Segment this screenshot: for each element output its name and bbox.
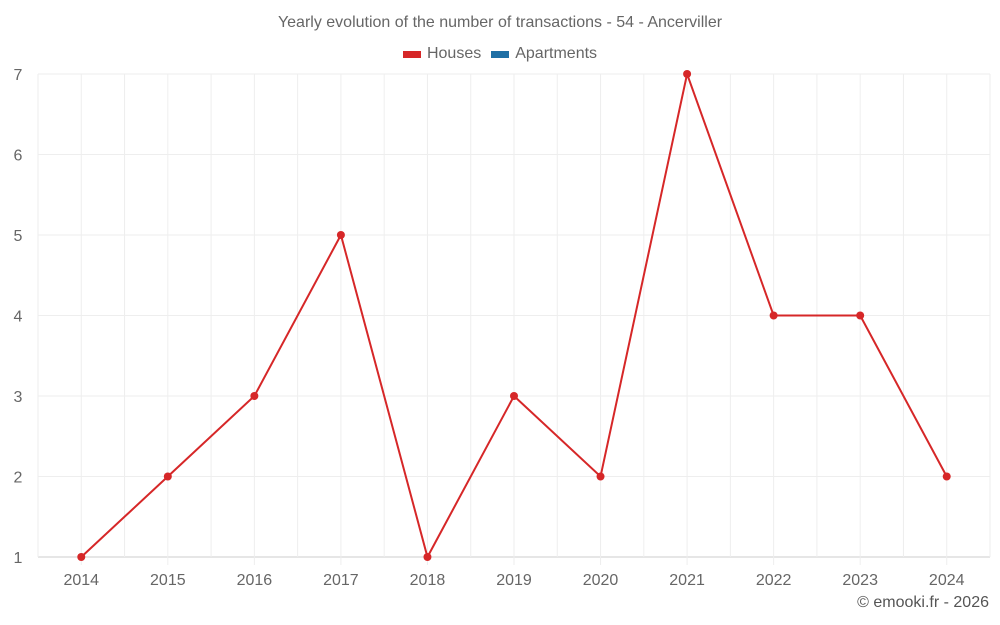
y-tick-label: 7 [14, 67, 23, 84]
x-tick-label: 2020 [583, 572, 619, 589]
x-tick-label: 2014 [63, 572, 99, 589]
y-tick-label: 3 [14, 389, 23, 406]
y-tick-label: 1 [14, 550, 23, 567]
data-point[interactable] [423, 553, 432, 561]
data-point[interactable] [77, 553, 86, 561]
x-tick-label: 2015 [150, 572, 186, 589]
data-point[interactable] [596, 472, 605, 481]
legend-item-apartments[interactable]: Apartments [491, 45, 597, 63]
y-tick-label: 5 [14, 228, 23, 245]
y-tick-label: 4 [14, 309, 23, 326]
data-point[interactable] [942, 472, 951, 481]
x-tick-label: 2019 [496, 572, 532, 589]
x-tick-label: 2022 [756, 572, 792, 589]
data-point[interactable] [769, 311, 778, 320]
houses-swatch-icon [402, 50, 421, 58]
data-point[interactable] [856, 311, 865, 320]
y-tick-label: 6 [14, 148, 23, 165]
chart-title: Yearly evolution of the number of transa… [277, 14, 723, 31]
legend-label-apartments: Apartments [515, 45, 598, 62]
data-point[interactable] [683, 70, 692, 78]
x-tick-label: 2017 [323, 572, 359, 589]
data-point[interactable] [510, 392, 518, 400]
data-point[interactable] [163, 472, 172, 481]
x-tick-label: 2021 [669, 572, 705, 589]
data-point[interactable] [336, 231, 345, 239]
x-tick-label: 2023 [842, 572, 878, 589]
legend: Houses Apartments [0, 45, 1000, 63]
apartments-swatch-icon [491, 50, 510, 58]
x-tick-label: 2018 [410, 572, 446, 589]
data-point[interactable] [250, 392, 259, 400]
x-tick-label: 2016 [237, 572, 273, 589]
copyright-credit: © emooki.fr - 2026 [857, 594, 989, 611]
x-tick-label: 2024 [929, 572, 965, 589]
legend-item-houses[interactable]: Houses [402, 45, 482, 63]
y-tick-label: 2 [14, 470, 23, 487]
legend-label-houses: Houses [426, 45, 482, 62]
